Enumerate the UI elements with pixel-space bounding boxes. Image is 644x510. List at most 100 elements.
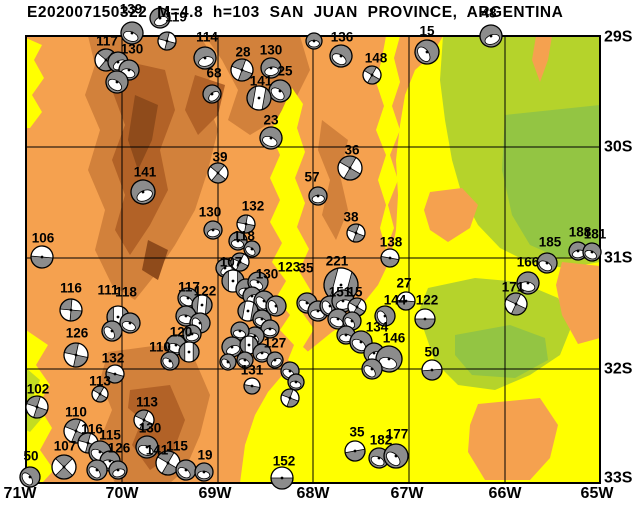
beachball <box>149 7 171 29</box>
ball-label: 141 <box>250 74 273 89</box>
terrain-region <box>26 38 44 128</box>
beachball <box>119 312 141 334</box>
beachball <box>51 454 77 480</box>
beachball <box>516 271 540 295</box>
beachball <box>236 214 256 234</box>
beachball-layer <box>19 7 602 490</box>
ball-label: 127 <box>264 336 287 351</box>
ball-label: 117 <box>178 280 200 295</box>
ball-label: 117 <box>96 34 118 49</box>
beachball <box>236 351 254 369</box>
beachball <box>252 343 272 363</box>
ball-label: 144 <box>384 293 407 308</box>
beachball <box>305 32 323 50</box>
beachball <box>182 324 202 344</box>
ball-label: 126 <box>108 441 131 456</box>
ball-label: 35 <box>298 261 314 276</box>
beachball <box>361 358 383 380</box>
beachball <box>105 70 129 94</box>
ball-label: 110 <box>149 340 171 355</box>
beachball <box>108 460 128 480</box>
terrain-region <box>318 120 348 240</box>
ball-label: 132 <box>242 199 265 214</box>
terrain-region <box>502 105 600 258</box>
ball-label: 152 <box>273 454 296 469</box>
ball-label: 28 <box>235 45 251 60</box>
beachball <box>86 459 108 481</box>
ball-label: 107 <box>54 439 77 454</box>
beachball <box>287 373 305 391</box>
beachball <box>219 353 237 371</box>
beachball <box>504 292 528 316</box>
ball-label: 123 <box>278 260 301 275</box>
terrain-region <box>424 188 478 242</box>
beachball <box>414 308 436 330</box>
beachball <box>375 345 403 373</box>
beachball <box>63 342 89 368</box>
terrain-region <box>128 95 158 170</box>
ball-label: 131 <box>241 363 264 378</box>
beachball <box>265 295 287 317</box>
ball-label: 185 <box>539 235 562 250</box>
ball-label: 130 <box>121 42 144 57</box>
beachball <box>266 351 284 369</box>
beachball <box>194 462 214 482</box>
ball-label: 15 <box>419 24 435 39</box>
beachball <box>536 252 558 274</box>
x-axis-label: 70W <box>106 485 140 502</box>
ball-label: 27 <box>396 276 411 291</box>
ball-label: 171 <box>502 280 525 295</box>
ball-label: 122 <box>416 293 439 308</box>
axis-layer: 71W 70W 69W 68W 67W 66W 65W 29S 30S 31S 32S 33S <box>4 29 633 503</box>
beachball <box>230 321 250 341</box>
ball-label: 102 <box>27 382 50 397</box>
beachball <box>230 58 254 82</box>
beachball <box>380 248 400 268</box>
beachball <box>374 305 396 327</box>
ball-label: 130 <box>260 43 283 58</box>
ball-label: 139 <box>120 2 143 17</box>
ball-label: 130 <box>256 267 279 282</box>
ball-label: 113 <box>89 374 111 389</box>
ball-label: 38 <box>343 210 359 225</box>
x-axis-label: 66W <box>489 485 523 502</box>
beachball <box>260 57 282 79</box>
beachball <box>479 24 503 48</box>
ball-label: 35 <box>349 425 365 440</box>
ball-label: 166 <box>517 255 540 270</box>
ball-label: 50 <box>23 449 38 464</box>
beachball <box>207 162 229 184</box>
ball-label: 118 <box>233 229 255 244</box>
ball-label: 50 <box>424 345 439 360</box>
beachball <box>228 231 248 251</box>
x-axis-label: 65W <box>581 485 615 502</box>
beachball <box>383 443 409 469</box>
ball-label: 182 <box>370 433 393 448</box>
beachball <box>280 388 300 408</box>
ball-label: 68 <box>206 66 222 81</box>
ball-label: 15 <box>347 285 363 300</box>
y-axis-label: 32S <box>604 361 633 378</box>
beachball <box>308 186 328 206</box>
ball-label: 138 <box>380 235 403 250</box>
beachball <box>268 79 292 103</box>
beachball <box>19 466 41 488</box>
ball-label: 110 <box>65 405 87 420</box>
ball-label: 146 <box>383 331 406 346</box>
beachball <box>135 435 159 459</box>
ball-label: 181 <box>584 227 607 242</box>
ball-label: 130 <box>199 205 222 220</box>
y-axis-label: 30S <box>604 139 633 156</box>
ball-label: 151 <box>329 285 352 300</box>
ball-label: 122 <box>194 284 217 299</box>
beachball <box>396 291 416 311</box>
beachball <box>568 241 588 261</box>
ball-label: 120 <box>170 325 193 340</box>
beachball <box>346 223 366 243</box>
ball-label: 136 <box>331 30 354 45</box>
ball-label: 177 <box>386 427 409 442</box>
ball-label: 36 <box>344 143 360 158</box>
